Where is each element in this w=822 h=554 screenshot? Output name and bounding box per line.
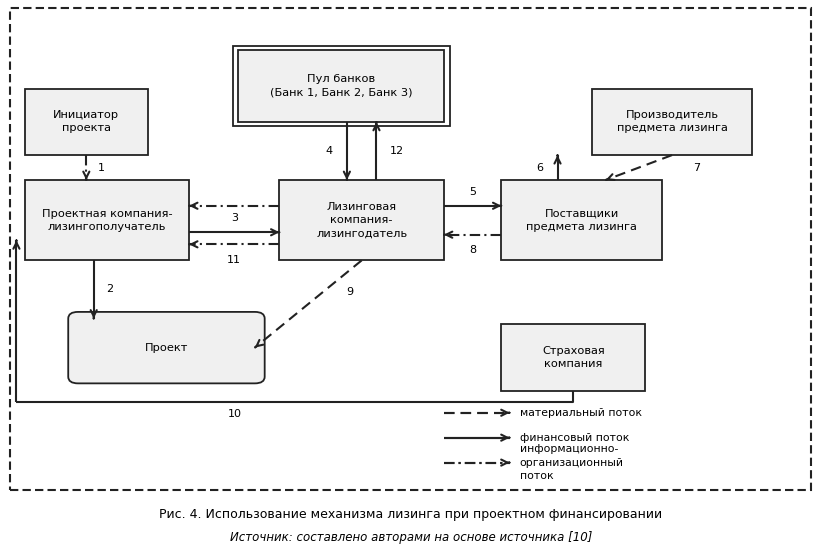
- Text: Рис. 4. Использование механизма лизинга при проектном финансировании: Рис. 4. Использование механизма лизинга …: [159, 507, 663, 521]
- Text: Лизинговая
компания-
лизингодатель: Лизинговая компания- лизингодатель: [316, 202, 407, 238]
- Text: Производитель
предмета лизинга: Производитель предмета лизинга: [616, 110, 727, 134]
- Text: 6: 6: [536, 162, 543, 173]
- Text: Проект: Проект: [145, 342, 188, 353]
- Text: Пул банков
(Банк 1, Банк 2, Банк 3): Пул банков (Банк 1, Банк 2, Банк 3): [270, 74, 413, 98]
- FancyBboxPatch shape: [501, 324, 645, 391]
- FancyBboxPatch shape: [592, 89, 752, 155]
- FancyBboxPatch shape: [68, 312, 265, 383]
- Text: информационно-
организационный
поток: информационно- организационный поток: [520, 444, 624, 481]
- Text: 8: 8: [469, 245, 476, 255]
- Text: 3: 3: [231, 213, 238, 223]
- FancyBboxPatch shape: [25, 180, 189, 260]
- Text: материальный поток: материальный поток: [520, 408, 641, 418]
- Text: 5: 5: [469, 187, 476, 197]
- Text: 7: 7: [693, 162, 700, 173]
- Text: Источник: составлено авторами на основе источника [10]: Источник: составлено авторами на основе …: [230, 531, 592, 544]
- Text: Проектная компания-
лизингополучатель: Проектная компания- лизингополучатель: [42, 209, 172, 232]
- Text: 12: 12: [390, 146, 404, 156]
- Text: 1: 1: [98, 162, 104, 173]
- FancyBboxPatch shape: [501, 180, 662, 260]
- FancyBboxPatch shape: [238, 50, 444, 122]
- Text: 11: 11: [227, 255, 242, 265]
- Text: 9: 9: [346, 287, 353, 297]
- FancyBboxPatch shape: [25, 89, 148, 155]
- FancyBboxPatch shape: [279, 180, 444, 260]
- Text: Страховая
компания: Страховая компания: [542, 346, 605, 369]
- Text: 2: 2: [107, 284, 113, 295]
- Text: 10: 10: [228, 409, 242, 419]
- Text: 4: 4: [326, 146, 332, 156]
- FancyBboxPatch shape: [233, 46, 450, 126]
- Text: финансовый поток: финансовый поток: [520, 433, 629, 443]
- Text: Инициатор
проекта: Инициатор проекта: [53, 110, 119, 134]
- Text: Поставщики
предмета лизинга: Поставщики предмета лизинга: [526, 209, 637, 232]
